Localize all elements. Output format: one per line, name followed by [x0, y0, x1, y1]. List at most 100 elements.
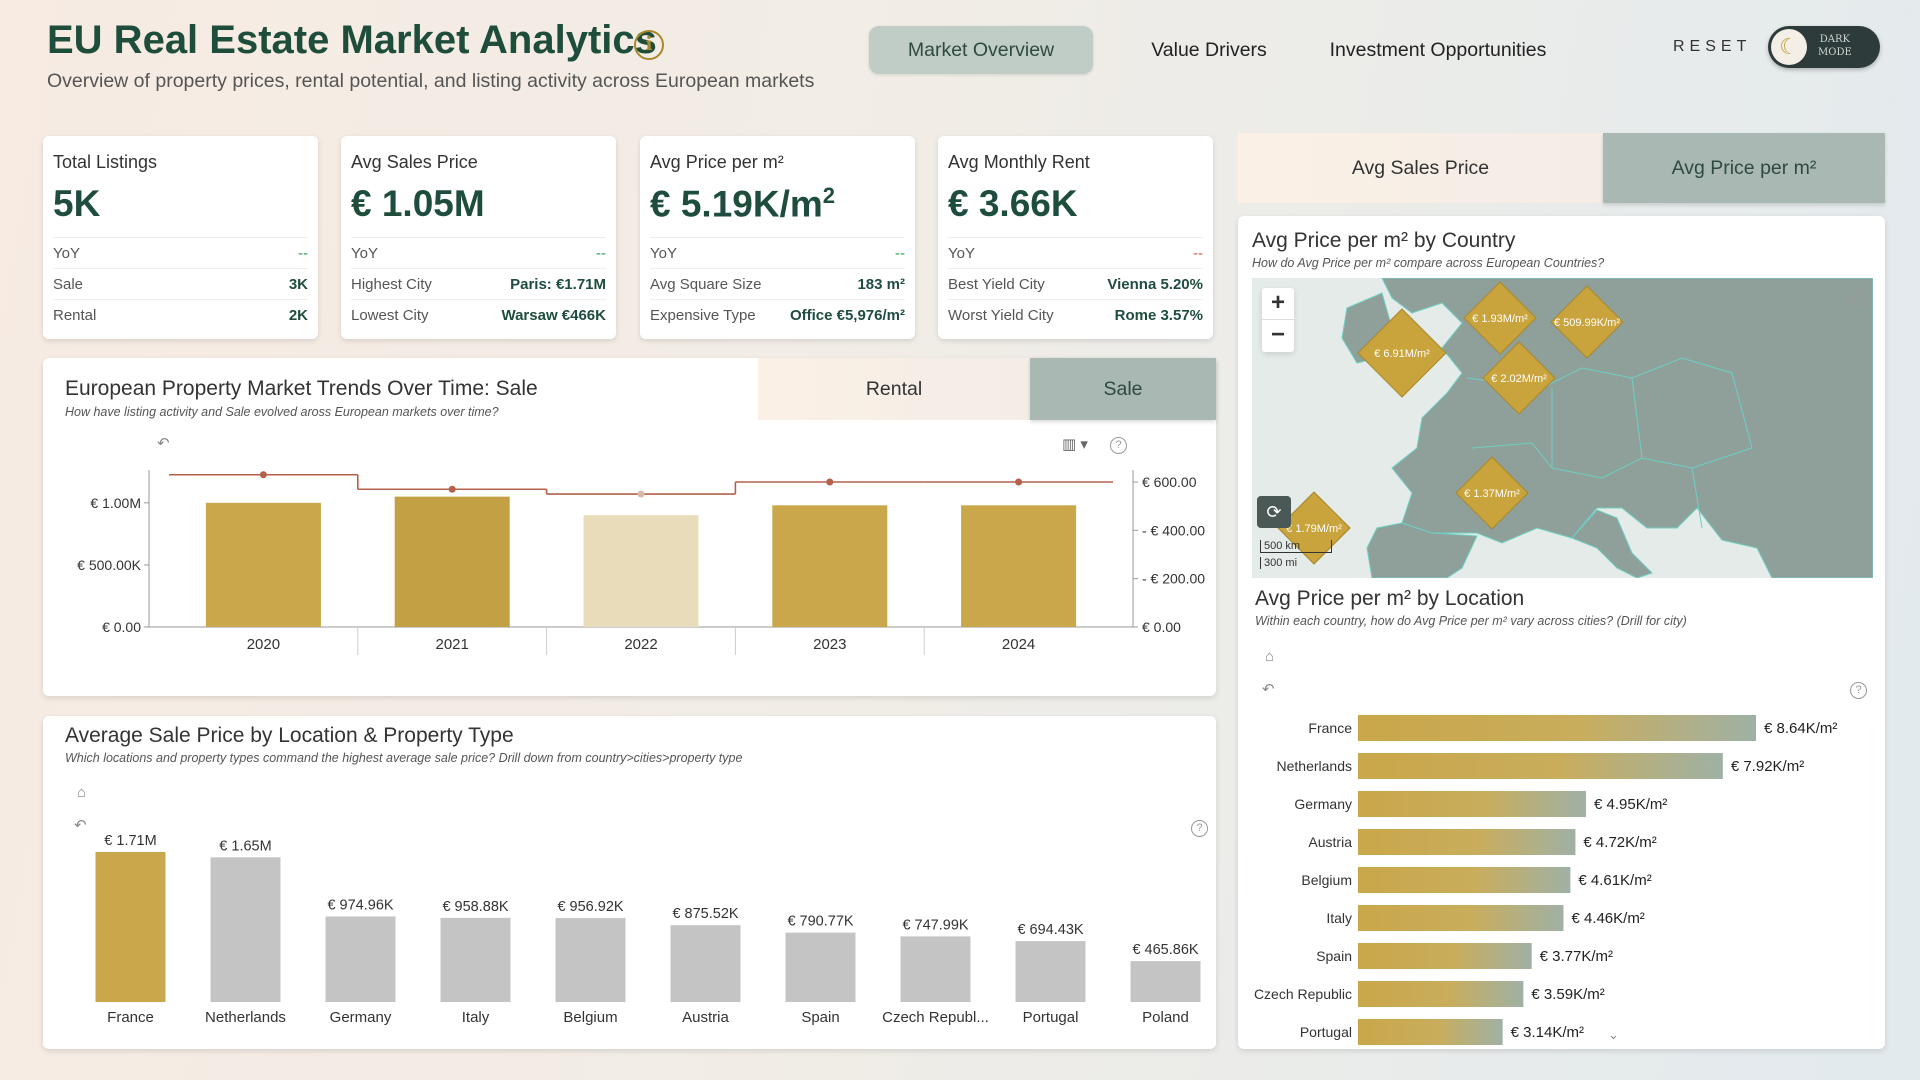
kpi-card-avg-sales-price: Avg Sales Price € 1.05M YoY -- Highest Ci… — [341, 136, 616, 339]
drill-up-icon[interactable]: ↶ — [1262, 681, 1275, 698]
location-bar[interactable] — [1358, 905, 1564, 931]
country-map[interactable]: € 6.91M/m² € 1.93M/m² € 509.99K/m² € 2.02M/… — [1252, 278, 1873, 578]
page-subtitle: Overview of property prices, rental pote… — [47, 70, 815, 92]
y2-tick-label: - € 400.00 — [1142, 522, 1205, 538]
type-value-label: € 956.92K — [557, 899, 623, 915]
type-title: Average Sale Price by Location & Propert… — [65, 724, 514, 747]
tab-avg-sales-price[interactable]: Avg Sales Price — [1238, 133, 1603, 203]
reset-button[interactable]: RESET — [1673, 38, 1752, 55]
kpi-row-value: -- — [596, 245, 606, 262]
nav-market-overview[interactable]: Market Overview — [869, 26, 1093, 74]
type-category-label: Belgium — [563, 1009, 617, 1026]
zoom-out-button[interactable]: − — [1270, 321, 1285, 348]
kpi-row-value: -- — [1193, 245, 1203, 262]
location-category-label: France — [1308, 720, 1352, 736]
y2-tick-label: € 600.00 — [1142, 474, 1197, 490]
drill-up-icon[interactable]: ↶ — [74, 817, 87, 834]
type-bar[interactable] — [785, 932, 856, 1002]
kpi-row-label: YoY — [948, 245, 975, 262]
map-marker[interactable] — [1455, 456, 1529, 530]
trend-title: European Property Market Trends Over Tim… — [65, 377, 538, 400]
location-value-label: € 8.64K/m² — [1764, 720, 1837, 737]
type-category-label: France — [107, 1009, 154, 1026]
nav-investment-opportunities[interactable]: Investment Opportunities — [1329, 39, 1547, 61]
info-icon[interactable]: i — [634, 30, 664, 60]
kpi-value: 5K — [53, 183, 101, 224]
map-marker-label: € 6.91M/m² — [1374, 348, 1430, 360]
kpi-row-label: YoY — [53, 245, 80, 262]
type-bar[interactable] — [1015, 941, 1086, 1002]
map-marker[interactable] — [1550, 285, 1624, 359]
trend-bar[interactable] — [583, 515, 699, 627]
location-category-label: Portugal — [1300, 1024, 1352, 1040]
kpi-card-avg-price-per-m2: Avg Price per m² € 5.19K/m2 YoY -- Avg Sq… — [640, 136, 915, 339]
location-bar[interactable] — [1358, 867, 1571, 893]
type-category-label: Czech Republ... — [882, 1009, 989, 1026]
location-value-label: € 3.59K/m² — [1531, 986, 1604, 1003]
location-value-label: € 4.95K/m² — [1594, 796, 1667, 813]
trend-line-point[interactable] — [1015, 478, 1023, 486]
nav-value-drivers[interactable]: Value Drivers — [1151, 39, 1267, 61]
location-bar[interactable] — [1358, 715, 1756, 741]
kpi-row-value: Rome 3.57% — [1114, 307, 1203, 324]
map-marker[interactable] — [1357, 308, 1447, 398]
type-bar[interactable] — [670, 925, 741, 1002]
type-bar[interactable] — [210, 857, 281, 1002]
trend-bar[interactable] — [394, 496, 510, 627]
type-value-label: € 465.86K — [1132, 942, 1198, 958]
type-bar[interactable] — [440, 917, 511, 1002]
type-bar[interactable] — [900, 936, 971, 1002]
dark-mode-toggle[interactable]: ☾ DARK MODE — [1768, 26, 1880, 68]
location-bar[interactable] — [1358, 753, 1723, 779]
drill-up-icon[interactable]: ↶ — [157, 435, 170, 452]
location-bar[interactable] — [1358, 829, 1576, 855]
trend-line-point[interactable] — [826, 478, 834, 486]
trend-help-icon[interactable]: ? — [1110, 437, 1127, 454]
trend-chart: € 0.00 € 500.00K € 1.00M € 0.00 - € 200.00 - … — [77, 470, 1205, 655]
type-help-icon[interactable]: ? — [1191, 820, 1208, 837]
map-marker-label: € 2.02M/m² — [1491, 373, 1547, 385]
location-help-icon[interactable]: ? — [1850, 682, 1867, 699]
location-bar[interactable] — [1358, 943, 1532, 969]
metric-tabs: Avg Sales Price Avg Price per m² — [1238, 133, 1885, 203]
tab-sale[interactable]: Sale — [1030, 358, 1216, 420]
chevron-down-icon[interactable]: ⌄ — [1608, 1027, 1619, 1042]
zoom-in-button[interactable]: + — [1262, 288, 1294, 320]
kpi-row-label: Worst Yield City — [948, 307, 1054, 324]
trend-bar[interactable] — [961, 505, 1077, 627]
map-marker[interactable] — [1463, 281, 1537, 355]
kpi-row-value: 3K — [288, 276, 308, 293]
tab-rental[interactable]: Rental — [758, 358, 1030, 420]
trend-line-point[interactable] — [448, 485, 456, 493]
chart-type-icon[interactable]: ▥ ▾ — [1062, 436, 1088, 453]
type-subtitle: Which locations and property types comma… — [65, 751, 743, 765]
location-bar-chart: France € 8.64K/m² Netherlands € 7.92K/m² Ger… — [1254, 715, 1837, 1045]
kpi-row-value: -- — [298, 245, 308, 262]
type-value-label: € 958.88K — [442, 899, 508, 915]
location-bar[interactable] — [1358, 981, 1524, 1007]
y-tick-label: € 500.00K — [77, 557, 141, 573]
trend-line-point[interactable] — [637, 490, 645, 498]
kpi-card-avg-monthly-rent: Avg Monthly Rent € 3.66K YoY -- Best Yiel… — [938, 136, 1213, 339]
y2-tick-label: - € 200.00 — [1142, 571, 1205, 587]
type-bar[interactable] — [325, 916, 396, 1002]
map-marker[interactable] — [1482, 341, 1556, 415]
location-bar[interactable] — [1358, 1019, 1503, 1045]
trend-bar[interactable] — [205, 502, 321, 627]
location-bar[interactable] — [1358, 791, 1587, 817]
y-tick-label: € 1.00M — [90, 495, 141, 511]
type-bar[interactable] — [1130, 961, 1201, 1002]
map-reset-icon[interactable]: ⟳ — [1257, 496, 1291, 528]
kpi-title: Avg Price per m² — [650, 152, 784, 172]
trend-line-point[interactable] — [259, 471, 267, 479]
kpi-row-label: Expensive Type — [650, 307, 756, 324]
home-icon[interactable]: ⌂ — [77, 784, 87, 801]
type-bar[interactable] — [95, 852, 166, 1002]
trend-bar[interactable] — [772, 505, 888, 627]
kpi-row-value: 2K — [288, 307, 308, 324]
home-icon[interactable]: ⌂ — [1265, 648, 1275, 665]
type-bar[interactable] — [555, 918, 626, 1002]
tab-avg-price-per-m2[interactable]: Avg Price per m² — [1603, 133, 1885, 203]
map-help-icon[interactable]: ? — [1850, 289, 1867, 306]
kpi-value: € 1.05M — [351, 183, 485, 224]
